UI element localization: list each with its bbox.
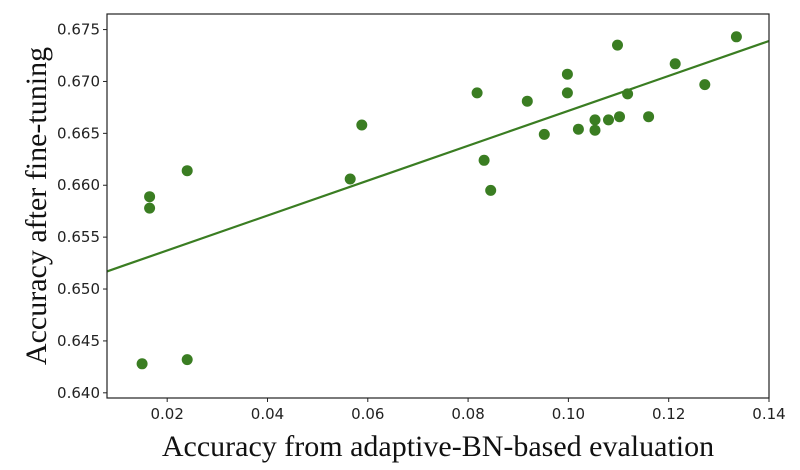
y-tick-label-1: 0.645 <box>57 332 100 350</box>
data-point-12 <box>561 68 573 80</box>
data-point-20 <box>622 88 634 100</box>
y-tick-label-5: 0.665 <box>57 124 100 142</box>
x-tick-label-0: 0.02 <box>150 405 183 423</box>
data-point-6 <box>356 119 368 131</box>
data-point-5 <box>344 173 356 185</box>
data-point-1 <box>144 191 156 203</box>
x-tick-label-3: 0.08 <box>451 405 484 423</box>
plot-background <box>107 14 769 398</box>
regression-line <box>106 39 770 273</box>
y-tick-label-3: 0.655 <box>57 228 100 246</box>
data-point-3 <box>181 165 193 177</box>
data-point-17 <box>603 114 614 126</box>
data-point-22 <box>669 58 681 70</box>
data-point-16 <box>589 124 601 136</box>
x-tick-label-4: 0.10 <box>552 405 585 423</box>
x-tick-label-5: 0.12 <box>652 405 685 423</box>
y-axis-ticks: 0.640 0.645 0.650 0.655 0.660 0.665 0.670 0.675 <box>57 21 107 402</box>
data-point-23 <box>699 79 711 91</box>
x-tick-label-2: 0.06 <box>351 405 384 423</box>
data-point-11 <box>538 128 550 140</box>
data-point-21 <box>643 111 655 123</box>
x-axis-ticks: 0.02 0.04 0.06 0.08 0.10 0.12 0.14 <box>150 398 786 423</box>
y-tick-label-0: 0.640 <box>57 384 100 402</box>
data-point-2 <box>144 202 156 214</box>
y-tick-label-4: 0.660 <box>57 176 100 194</box>
data-point-4 <box>181 354 193 366</box>
data-point-8 <box>478 154 490 166</box>
y-tick-label-2: 0.650 <box>57 280 100 298</box>
y-tick-label-6: 0.670 <box>57 72 100 90</box>
plot-frame <box>106 13 770 399</box>
data-point-24 <box>730 31 742 43</box>
data-point-0 <box>136 358 148 370</box>
points-layer <box>136 31 742 370</box>
data-point-7 <box>471 87 483 99</box>
y-axis-label: Accuracy after fine-tuning <box>20 47 53 365</box>
data-point-18 <box>612 39 623 51</box>
data-point-10 <box>521 95 533 107</box>
data-point-15 <box>589 114 601 126</box>
x-tick-label-1: 0.04 <box>251 405 284 423</box>
data-point-13 <box>561 87 573 99</box>
y-tick-label-7: 0.675 <box>57 21 100 39</box>
x-axis-label: Accuracy from adaptive-BN-based evaluati… <box>162 430 714 463</box>
fit-line-layer <box>106 39 770 273</box>
x-tick-label-6: 0.14 <box>752 405 785 423</box>
data-point-14 <box>572 123 584 135</box>
data-point-19 <box>614 111 625 123</box>
data-point-9 <box>485 184 497 196</box>
